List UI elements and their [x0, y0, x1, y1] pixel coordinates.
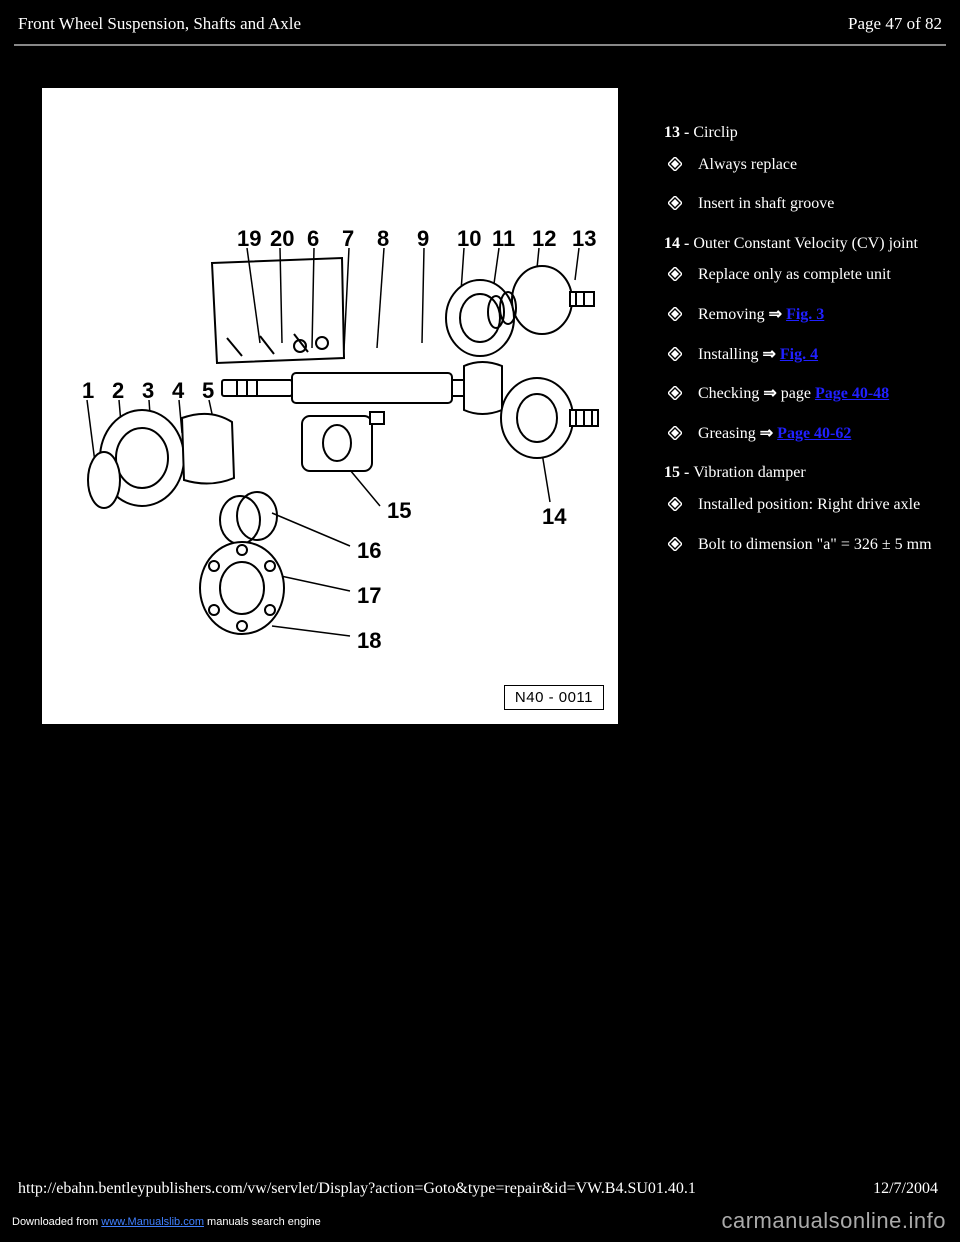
sub-item: Insert in shaft groove [698, 193, 948, 215]
diagram-label: 16 [357, 538, 381, 564]
sub-item: Always replace [698, 154, 948, 176]
arrow-icon: ⇒ [762, 346, 779, 363]
diagram-column: 1234567891011121314151617181920 N40 - 00… [40, 86, 620, 726]
sub-text: Bolt to dimension "a" = 326 ± 5 mm [698, 536, 932, 553]
ref-link[interactable]: Fig. 4 [780, 346, 818, 363]
item-label: 14 - [664, 235, 693, 252]
download-link[interactable]: www.Manualslib.com [101, 1216, 204, 1228]
arrow-icon: ⇒ [769, 306, 786, 323]
arrow-icon: ⇒ [760, 425, 777, 442]
diagram-label: 19 [237, 226, 261, 252]
diagram-svg [42, 88, 620, 726]
diagram-label: 15 [387, 498, 411, 524]
pre-text: page [781, 385, 815, 402]
list-item: 14 - Outer Constant Velocity (CV) joint R… [664, 233, 948, 445]
footer-url: http://ebahn.bentleypublishers.com/vw/se… [18, 1180, 696, 1198]
header-title: Front Wheel Suspension, Shafts and Axle [18, 14, 301, 34]
diagram-label: 1 [82, 378, 94, 404]
sub-item: Installing ⇒ Fig. 4 [698, 344, 948, 366]
header-page: Page 47 of 82 [848, 14, 942, 34]
download-line: Downloaded from www.Manualslib.com manua… [12, 1216, 321, 1228]
sub-item: Removing ⇒ Fig. 3 [698, 304, 948, 326]
sub-text: Replace only as complete unit [698, 266, 891, 283]
diagram-label: 8 [377, 226, 389, 252]
sub-item: Greasing ⇒ Page 40-62 [698, 423, 948, 445]
ref-link[interactable]: Fig. 3 [786, 306, 824, 323]
text-column: 13 - Circlip Always replace Insert in shaf… [620, 86, 948, 726]
list-item: 13 - Circlip Always replace Insert in shaf… [664, 122, 948, 215]
sub-text: Removing [698, 306, 769, 323]
ref-link[interactable]: Page 40-62 [777, 425, 851, 442]
item-title: Outer Constant Velocity (CV) joint [693, 235, 918, 252]
diagram-label: 11 [492, 226, 515, 252]
sub-text: Installing [698, 346, 762, 363]
diagram-label: 18 [357, 628, 381, 654]
diagram-box: 1234567891011121314151617181920 N40 - 00… [40, 86, 620, 726]
item-title: Vibration damper [693, 464, 805, 481]
diagram-label: 17 [357, 583, 381, 609]
sub-item: Bolt to dimension "a" = 326 ± 5 mm [698, 534, 948, 556]
diagram-label: 10 [457, 226, 481, 252]
diagram-label: 12 [532, 226, 556, 252]
diagram-code: N40 - 0011 [504, 685, 604, 710]
diagram-label: 4 [172, 378, 184, 404]
sub-text: Always replace [698, 156, 797, 173]
diagram-label: 2 [112, 378, 124, 404]
item-label: 15 - [664, 464, 693, 481]
diagram-label: 7 [342, 226, 354, 252]
item-title: Circlip [693, 124, 737, 141]
diagram-label: 13 [572, 226, 596, 252]
diagram-label: 20 [270, 226, 294, 252]
sub-text: Greasing [698, 425, 760, 442]
arrow-icon: ⇒ [763, 385, 780, 402]
watermark: carmanualsonline.info [721, 1208, 946, 1234]
sub-text: Installed position: Right drive axle [698, 496, 920, 513]
diagram-label: 9 [417, 226, 429, 252]
sub-text: Checking [698, 385, 763, 402]
sub-item: Installed position: Right drive axle [698, 494, 948, 516]
sub-item: Checking ⇒ page Page 40-48 [698, 383, 948, 405]
diagram-label: 3 [142, 378, 154, 404]
footer-date: 12/7/2004 [873, 1180, 938, 1198]
diagram-label: 14 [542, 504, 566, 530]
ref-link[interactable]: Page 40-48 [815, 385, 889, 402]
diagram-label: 6 [307, 226, 319, 252]
list-item: 15 - Vibration damper Installed position:… [664, 462, 948, 555]
item-label: 13 - [664, 124, 693, 141]
sub-item: Replace only as complete unit [698, 264, 948, 286]
diagram-label: 5 [202, 378, 214, 404]
sub-text: Insert in shaft groove [698, 195, 834, 212]
